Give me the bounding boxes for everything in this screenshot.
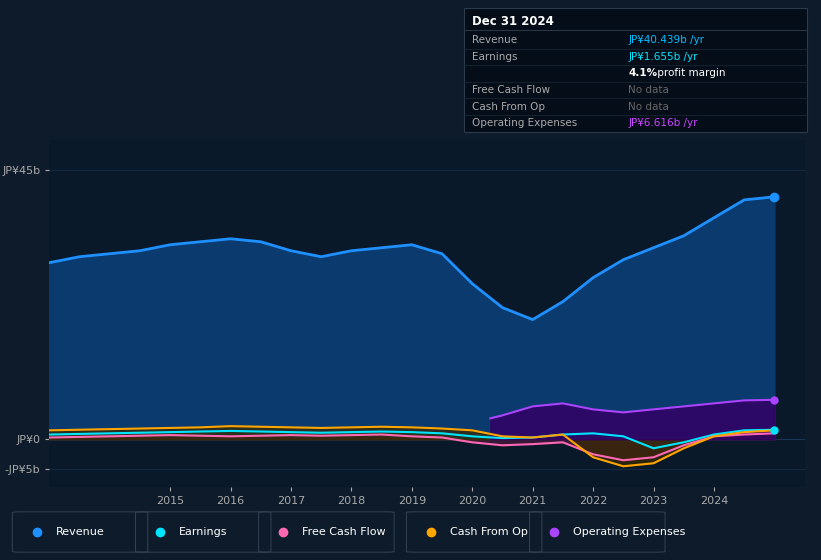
Text: Operating Expenses: Operating Expenses	[573, 527, 686, 537]
Text: Earnings: Earnings	[472, 52, 517, 62]
Text: profit margin: profit margin	[654, 68, 726, 78]
Text: No data: No data	[628, 102, 669, 111]
Text: JP¥6.616b /yr: JP¥6.616b /yr	[628, 118, 698, 128]
Text: No data: No data	[628, 85, 669, 95]
Text: Earnings: Earnings	[179, 527, 227, 537]
Text: Free Cash Flow: Free Cash Flow	[472, 85, 550, 95]
Text: 4.1%: 4.1%	[628, 68, 657, 78]
Text: Revenue: Revenue	[56, 527, 104, 537]
Text: Cash From Op: Cash From Op	[450, 527, 528, 537]
Text: Operating Expenses: Operating Expenses	[472, 118, 577, 128]
Text: Free Cash Flow: Free Cash Flow	[302, 527, 386, 537]
Text: Cash From Op: Cash From Op	[472, 102, 545, 111]
Text: Dec 31 2024: Dec 31 2024	[472, 15, 554, 28]
Text: JP¥40.439b /yr: JP¥40.439b /yr	[628, 35, 704, 45]
Text: Revenue: Revenue	[472, 35, 517, 45]
Text: JP¥1.655b /yr: JP¥1.655b /yr	[628, 52, 698, 62]
